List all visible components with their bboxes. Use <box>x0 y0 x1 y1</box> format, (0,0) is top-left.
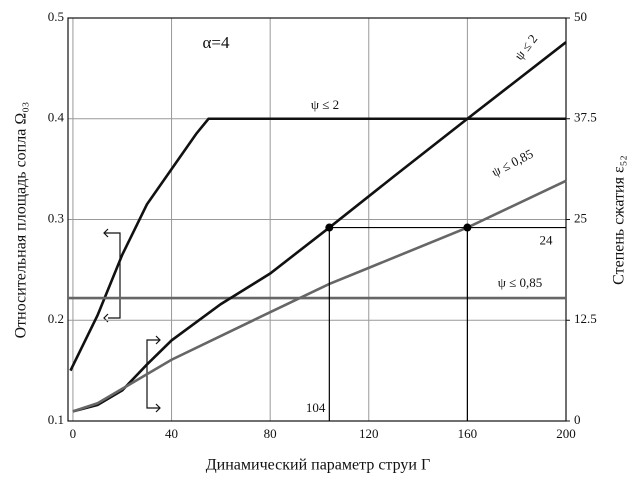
y2-tick-label: 12.5 <box>574 311 597 326</box>
plot-frame <box>67 17 567 422</box>
y-tick-label: 0.3 <box>48 210 64 225</box>
x-tick-label: 40 <box>165 426 178 441</box>
y-axis-label: Относительная площадь сопла Ω₀₃ <box>13 102 30 339</box>
series-line <box>72 41 567 413</box>
y-tick-label: 0.5 <box>48 9 64 24</box>
y2-tick-label: 37.5 <box>574 110 597 125</box>
series-line <box>72 179 567 413</box>
x-tick-label: 0 <box>70 426 77 441</box>
y-tick-label: 0.2 <box>48 311 64 326</box>
y2-tick-label: 0 <box>574 412 581 427</box>
series-label: ψ ≤ 0,85 <box>489 146 535 180</box>
y2-tick-label: 50 <box>574 9 587 24</box>
series-label: ψ ≤ 2 <box>511 31 540 63</box>
y2-tick-label: 25 <box>574 210 587 225</box>
y-tick-label: 0.1 <box>48 412 64 427</box>
y-tick-label: 0.4 <box>48 110 65 125</box>
x-tick-label: 200 <box>556 426 576 441</box>
series-label: ψ ≤ 2 <box>311 97 339 112</box>
reference-label: 104 <box>306 400 326 415</box>
annotation: α=4 <box>203 33 230 52</box>
reference-label: 24 <box>540 233 554 248</box>
x-tick-label: 80 <box>264 426 277 441</box>
y2-axis-label: Степень сжатия ε₅₂ <box>611 155 628 285</box>
series-label: ψ ≤ 0,85 <box>498 275 543 290</box>
x-axis-label: Динамический параметр струи Г <box>206 457 430 474</box>
x-tick-label: 160 <box>458 426 478 441</box>
x-tick-label: 120 <box>359 426 379 441</box>
series-line <box>69 117 566 372</box>
